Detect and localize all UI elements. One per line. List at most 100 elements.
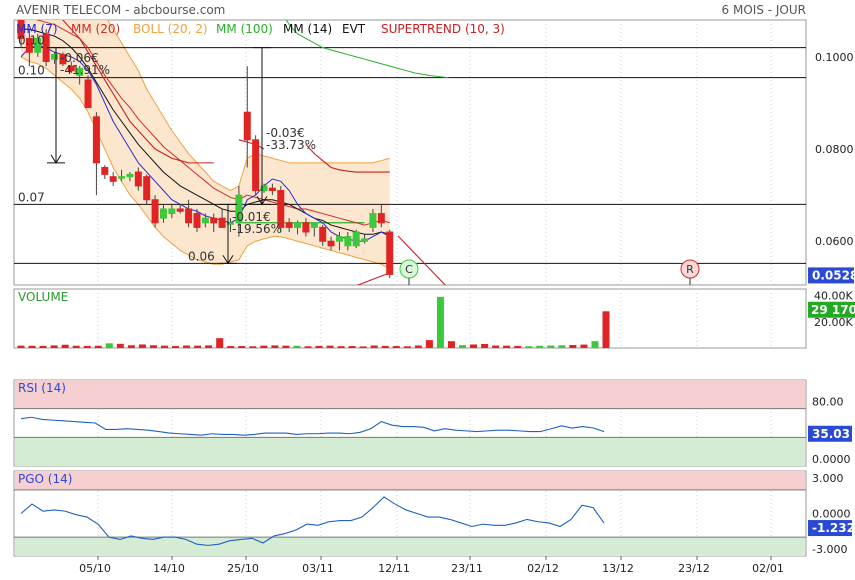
volume-bar[interactable] [282,345,290,348]
volume-bar[interactable] [547,345,555,348]
volume-bar[interactable] [326,345,334,348]
volume-bar[interactable] [149,345,157,348]
candle[interactable] [185,208,193,224]
volume-bar[interactable] [359,346,367,348]
volume-bar[interactable] [205,345,213,348]
candle[interactable] [235,194,243,224]
volume-bar[interactable] [514,345,522,348]
candle[interactable] [134,171,142,187]
candle[interactable] [193,213,201,228]
volume-bar[interactable] [160,345,168,348]
volume-bar[interactable] [459,345,467,348]
candle[interactable] [51,54,59,60]
candle[interactable] [344,236,352,247]
legend-item[interactable]: MM (20) [71,22,120,36]
volume-bar[interactable] [304,346,312,348]
candle[interactable] [143,176,151,201]
candle[interactable] [17,20,25,39]
volume-bar[interactable] [569,344,577,348]
volume-bar[interactable] [61,344,69,348]
candle[interactable] [252,139,260,192]
volume-bar[interactable] [39,345,47,348]
legend-item[interactable]: MM (7) [16,22,58,36]
candle[interactable] [243,111,251,141]
volume-bar[interactable] [425,340,433,348]
candle[interactable] [92,116,100,164]
candle[interactable] [201,217,209,224]
volume-bar[interactable] [183,345,191,348]
candle[interactable] [159,208,167,219]
volume-bar[interactable] [293,345,301,348]
volume-bar[interactable] [414,345,422,348]
candle[interactable] [126,173,134,178]
candle[interactable] [352,231,360,247]
volume-bar[interactable] [28,345,36,348]
volume-bar[interactable] [260,345,268,348]
volume-bar[interactable] [436,296,444,348]
candle[interactable] [361,238,369,242]
candle[interactable] [260,185,268,192]
volume-bar[interactable] [580,344,588,348]
volume-bar[interactable] [470,344,478,348]
volume-bar[interactable] [481,343,489,348]
candle[interactable] [386,231,394,275]
candle[interactable] [310,222,318,228]
candle[interactable] [59,54,67,65]
candle[interactable] [302,222,310,233]
volume-bar[interactable] [315,345,323,348]
candle[interactable] [84,79,92,109]
candle[interactable] [218,217,226,228]
candle[interactable] [101,166,109,175]
legend-item[interactable]: EVT [342,22,366,36]
volume-bar[interactable] [370,345,378,348]
volume-bar[interactable] [138,344,146,348]
candle[interactable] [369,213,377,228]
candle[interactable] [210,217,218,224]
volume-bar[interactable] [337,346,345,348]
legend-item[interactable]: MM (100) [216,22,273,36]
candle[interactable] [335,236,343,242]
volume-bar[interactable] [116,343,124,348]
volume-bar[interactable] [17,345,25,348]
volume-bar[interactable] [50,345,58,348]
candle[interactable] [285,222,293,228]
candle[interactable] [268,187,276,192]
volume-bar[interactable] [381,345,389,348]
candle[interactable] [377,213,385,224]
volume-bar[interactable] [194,345,202,348]
volume-bar[interactable] [271,345,279,348]
volume-bar[interactable] [536,345,544,348]
candle[interactable] [277,190,285,228]
volume-bar[interactable] [227,346,235,348]
volume-bar[interactable] [127,345,135,348]
volume-bar[interactable] [172,346,180,348]
volume-bar[interactable] [503,345,511,348]
candle[interactable] [327,240,335,247]
candle[interactable] [319,226,327,242]
volume-bar[interactable] [216,338,224,348]
volume-bar[interactable] [249,346,257,348]
volume-bar[interactable] [525,346,533,348]
volume-bar[interactable] [83,345,91,348]
volume-bar[interactable] [591,341,599,348]
legend-item[interactable]: MM (14) [283,22,332,36]
candle[interactable] [34,37,42,53]
legend-item[interactable]: SUPERTREND (10, 3) [381,22,505,36]
volume-bar[interactable] [392,346,400,348]
candle[interactable] [168,208,176,215]
volume-bar[interactable] [492,345,500,348]
candle[interactable] [176,208,184,212]
volume-bar[interactable] [447,341,455,348]
volume-bar[interactable] [94,345,102,348]
candle[interactable] [25,37,33,53]
candle[interactable] [109,176,117,182]
volume-bar[interactable] [602,311,610,348]
volume-bar[interactable] [238,346,246,348]
volume-bar[interactable] [558,345,566,348]
legend-item[interactable]: BOLL (20, 2) [133,22,208,36]
candle[interactable] [294,222,302,228]
volume-bar[interactable] [403,346,411,348]
candle[interactable] [67,65,75,72]
candle[interactable] [151,199,159,224]
candle[interactable] [76,67,84,76]
